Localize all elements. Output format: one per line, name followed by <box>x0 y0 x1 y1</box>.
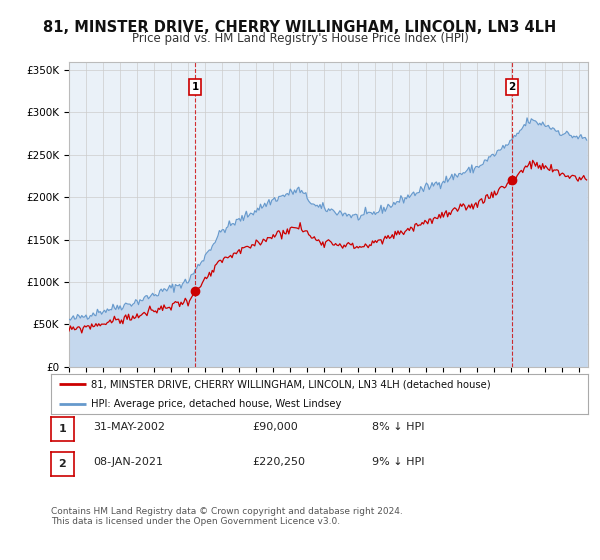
Text: 81, MINSTER DRIVE, CHERRY WILLINGHAM, LINCOLN, LN3 4LH (detached house): 81, MINSTER DRIVE, CHERRY WILLINGHAM, LI… <box>91 379 491 389</box>
Text: £220,250: £220,250 <box>252 457 305 467</box>
Text: 1: 1 <box>59 424 66 434</box>
Text: 08-JAN-2021: 08-JAN-2021 <box>93 457 163 467</box>
Text: 8% ↓ HPI: 8% ↓ HPI <box>372 422 425 432</box>
Text: 1: 1 <box>191 82 199 92</box>
Text: HPI: Average price, detached house, West Lindsey: HPI: Average price, detached house, West… <box>91 399 341 409</box>
Text: 81, MINSTER DRIVE, CHERRY WILLINGHAM, LINCOLN, LN3 4LH: 81, MINSTER DRIVE, CHERRY WILLINGHAM, LI… <box>43 20 557 35</box>
Text: 31-MAY-2002: 31-MAY-2002 <box>93 422 165 432</box>
Text: 2: 2 <box>59 459 66 469</box>
Text: Price paid vs. HM Land Registry's House Price Index (HPI): Price paid vs. HM Land Registry's House … <box>131 32 469 45</box>
Text: 9% ↓ HPI: 9% ↓ HPI <box>372 457 425 467</box>
Text: Contains HM Land Registry data © Crown copyright and database right 2024.
This d: Contains HM Land Registry data © Crown c… <box>51 507 403 526</box>
Text: £90,000: £90,000 <box>252 422 298 432</box>
Text: 2: 2 <box>508 82 515 92</box>
